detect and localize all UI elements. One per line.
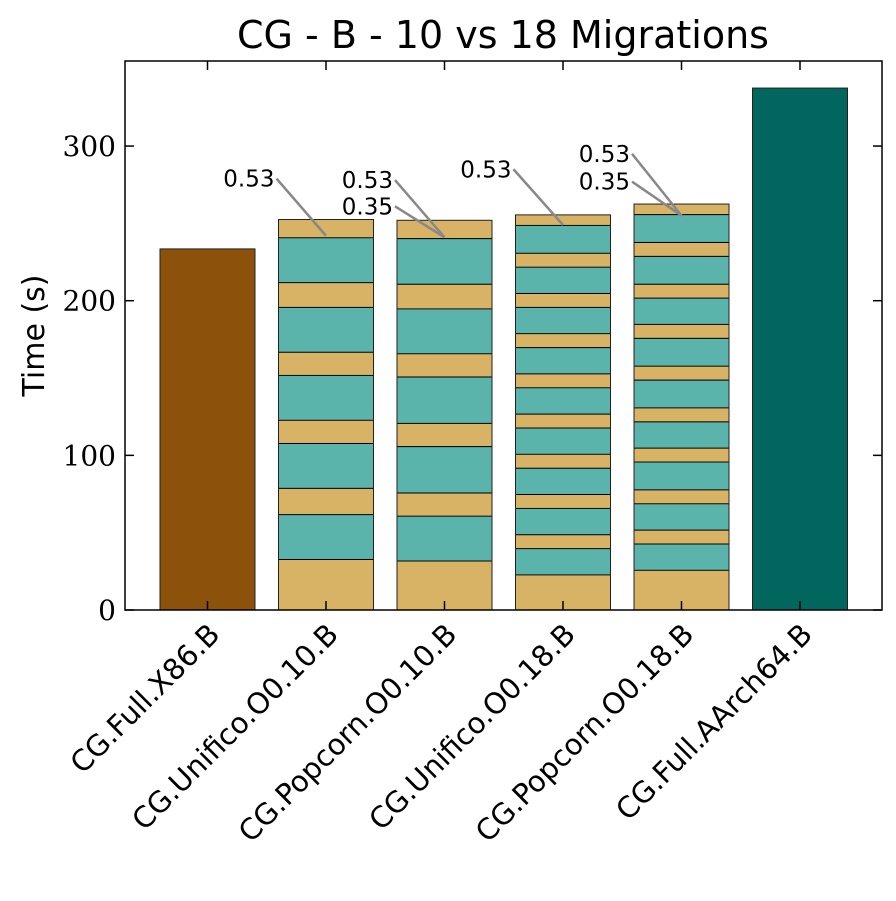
bar-segment — [397, 238, 492, 284]
bar-segment — [634, 204, 729, 215]
bar-segment — [397, 446, 492, 493]
bar-segment — [278, 237, 374, 283]
annotation-layer: 0.53 0.530.350.530.530.35 — [223, 142, 683, 239]
bar-segment — [634, 543, 729, 570]
bar-segment — [634, 461, 729, 490]
bar-segment — [515, 266, 611, 293]
x-tick-label: CG.Popcorn.O0.18.B — [469, 617, 701, 849]
bar-segment — [278, 374, 374, 420]
x-tick-label: CG.Unifico.O0.18.B — [362, 617, 582, 837]
bar-segment — [515, 373, 611, 388]
bar-segment — [515, 387, 611, 414]
annotation-leader — [394, 205, 446, 239]
bar-segment — [515, 453, 611, 468]
bar-segment — [634, 323, 729, 338]
bar — [752, 87, 848, 611]
bar-segment — [278, 442, 374, 488]
y-tick-label: 0 — [98, 594, 116, 627]
y-tick-label: 200 — [63, 285, 116, 318]
bar-segment — [397, 492, 492, 516]
bar-segment — [515, 224, 611, 253]
bar-segment — [634, 214, 729, 242]
annotation-label: 0.35 — [342, 194, 393, 220]
bar-segment — [634, 255, 729, 284]
annotation-leader — [394, 179, 446, 239]
bar-segment — [515, 534, 611, 549]
annotation-label: 0.53 — [342, 168, 393, 194]
annotation-label: 0.53 — [223, 167, 274, 193]
bar-segment — [634, 407, 729, 422]
bar-segment — [397, 422, 492, 447]
bar-segment — [634, 365, 729, 380]
bar-segment — [634, 297, 729, 324]
bar-segment — [397, 220, 492, 239]
y-tick-label: 300 — [63, 130, 116, 163]
annotation-label: 0.53 — [460, 157, 511, 183]
bar-segment — [634, 283, 729, 298]
bar-segment — [634, 337, 729, 366]
bar-segment — [634, 529, 729, 544]
y-axis-label: Time (s) — [17, 275, 52, 398]
bar-segment — [397, 308, 492, 354]
bar-segment — [278, 419, 374, 443]
bar-segment — [515, 347, 611, 374]
bar-segment — [278, 219, 374, 238]
bar-segment — [634, 489, 729, 504]
annotation-leader — [631, 153, 683, 217]
bar-segment — [278, 282, 374, 307]
bar-segment — [515, 292, 611, 307]
x-tick-label: CG.Unifico.O0.10.B — [125, 617, 345, 837]
chart-title: CG - B - 10 vs 18 Migrations — [237, 13, 769, 57]
bar-segment — [634, 241, 729, 256]
annotation-leader — [631, 180, 683, 217]
bar-segment — [515, 306, 611, 334]
annotation-leader — [275, 177, 327, 237]
bar-segment — [515, 507, 611, 535]
bar-segment — [634, 379, 729, 408]
bar-segment — [634, 503, 729, 530]
bar-segment — [515, 333, 611, 348]
bar-segment — [634, 447, 729, 462]
x-tick-label: CG.Full.AArch64.B — [609, 617, 819, 827]
annotation-label: 0.35 — [579, 170, 630, 196]
bar-segment — [634, 421, 729, 448]
bar-segment — [278, 514, 374, 559]
annotation-leader — [512, 168, 564, 226]
bar-segment — [515, 427, 611, 454]
bar-segment — [278, 306, 374, 352]
bar-segment — [515, 494, 611, 508]
bar-segment — [515, 214, 611, 225]
bar-segment — [515, 467, 611, 495]
x-tick-label: CG.Popcorn.O0.10.B — [232, 617, 464, 849]
bar-segment — [278, 351, 374, 375]
bar-segment — [397, 283, 492, 309]
bar — [159, 248, 256, 611]
bar-segment — [515, 252, 611, 267]
plot-frame — [124, 60, 883, 611]
bar-segment — [515, 548, 611, 575]
annotation-label: 0.53 — [579, 142, 630, 168]
bar-segment — [515, 413, 611, 428]
bar-segment — [397, 515, 492, 561]
bar-segment — [397, 353, 492, 377]
y-tick-label: 100 — [63, 439, 116, 472]
bar-segment — [397, 376, 492, 423]
bar-segment — [278, 487, 374, 515]
